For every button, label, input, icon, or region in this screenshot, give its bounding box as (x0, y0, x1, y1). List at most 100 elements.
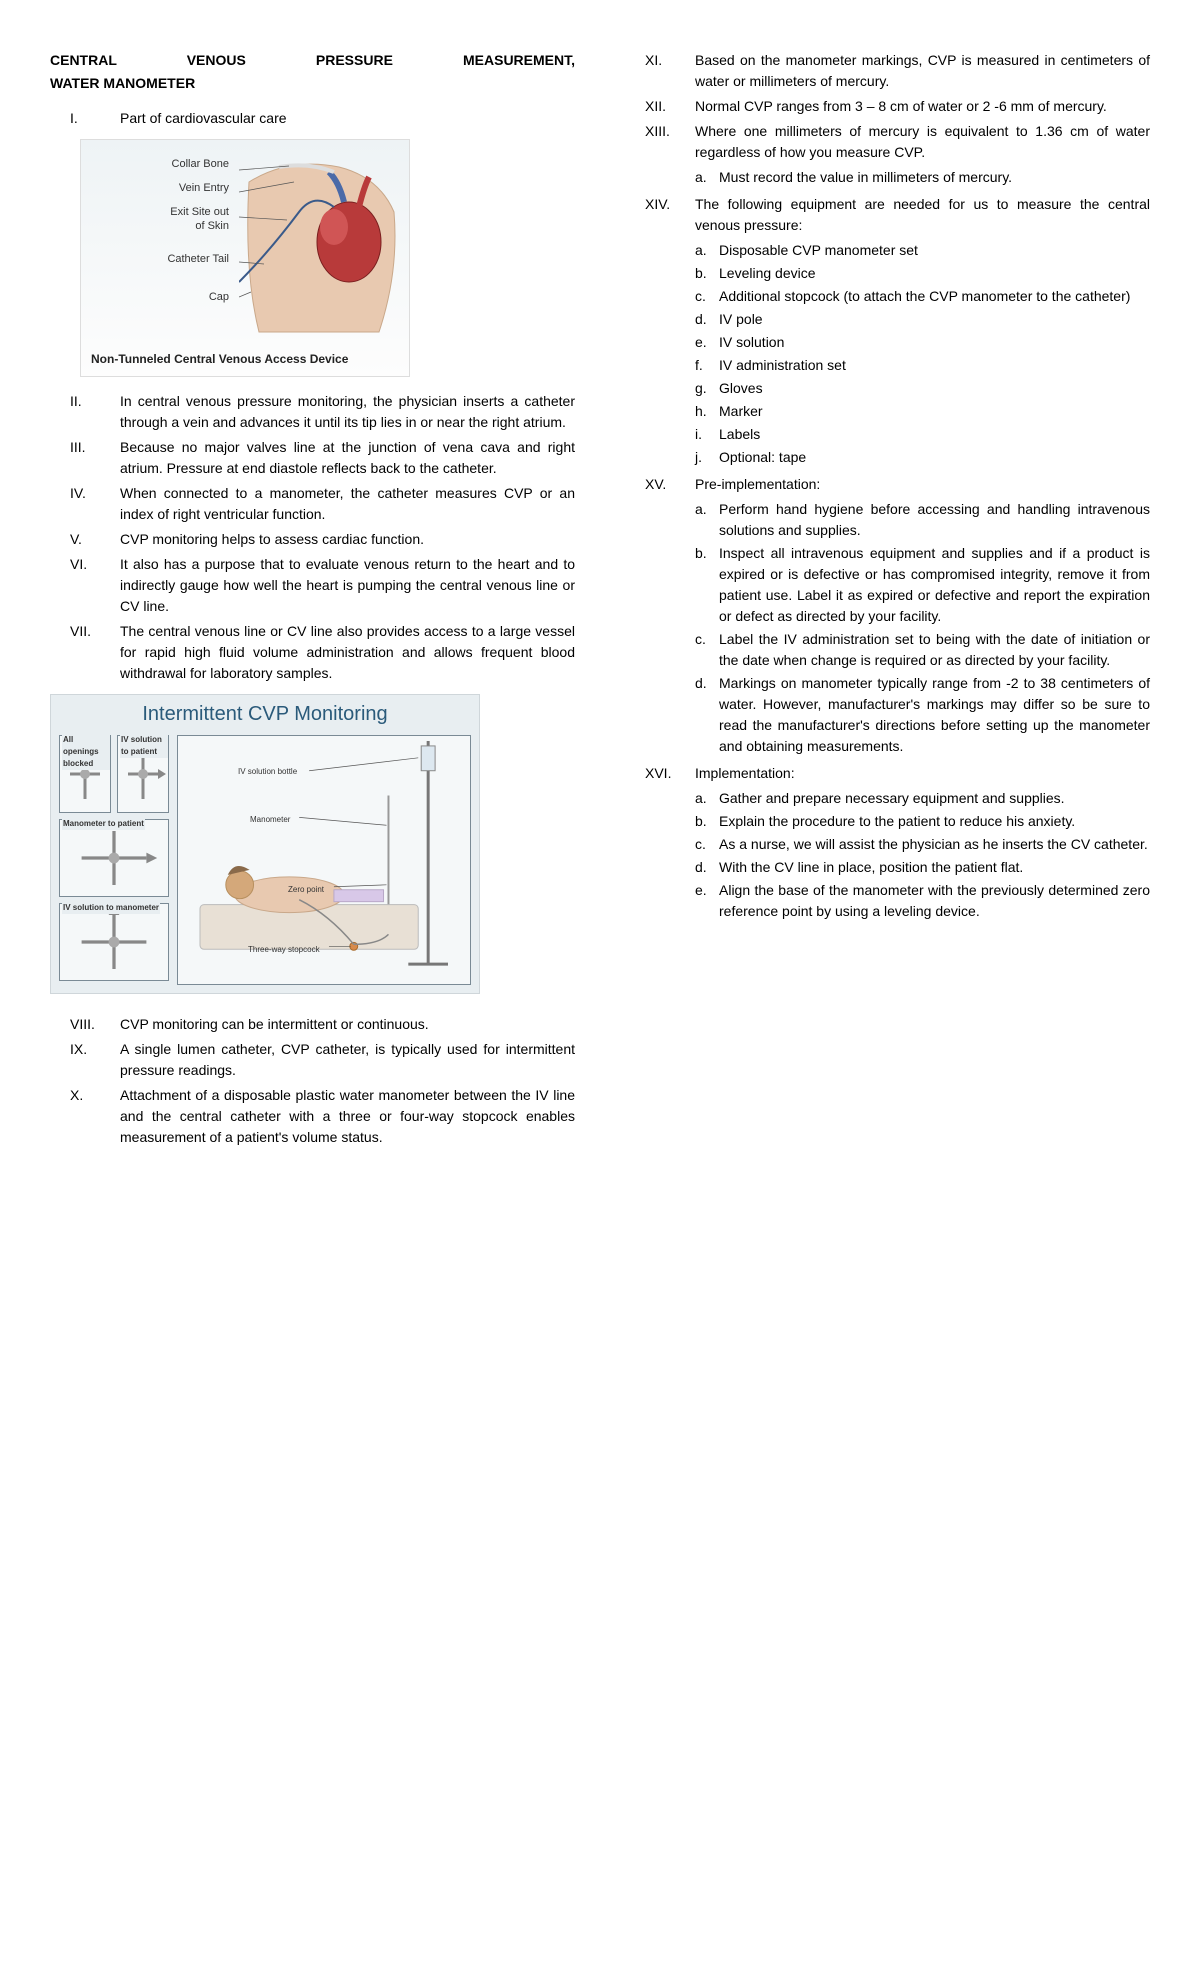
alpha-marker: j. (695, 447, 719, 468)
item-text: The central venous line or CV line also … (110, 621, 575, 684)
sub-list: a.Disposable CVP manometer setb.Leveling… (695, 240, 1150, 468)
sub-list-item: b.Explain the procedure to the patient t… (695, 811, 1150, 832)
page-columns: CENTRAL VENOUS PRESSURE MEASUREMENT, WAT… (50, 50, 1150, 1152)
alpha-marker: a. (695, 240, 719, 261)
roman-marker: IV. (50, 483, 110, 525)
sub-item-text: IV pole (719, 309, 1150, 330)
fig2-panel-label: IV solution to patient (120, 734, 168, 758)
fig2-main-label: IV solution bottle (238, 766, 297, 778)
sub-list-item: d.IV pole (695, 309, 1150, 330)
roman-marker: II. (50, 391, 110, 433)
roman-marker: XV. (625, 474, 685, 759)
list-item: I. Part of cardiovascular care (50, 108, 575, 129)
roman-marker: VIII. (50, 1014, 110, 1035)
item-text: Normal CVP ranges from 3 – 8 cm of water… (695, 96, 1150, 117)
figure1-labels: Collar Bone Vein Entry Exit Site outof S… (91, 152, 229, 342)
sub-list-item: a.Must record the value in millimeters o… (695, 167, 1150, 188)
sub-item-text: Gather and prepare necessary equipment a… (719, 788, 1150, 809)
left-list-bottom: VIII.CVP monitoring can be intermittent … (50, 1014, 575, 1148)
sub-list-item: c.As a nurse, we will assist the physici… (695, 834, 1150, 855)
sub-list-item: d.Markings on manometer typically range … (695, 673, 1150, 757)
list-item: II.In central venous pressure monitoring… (50, 391, 575, 433)
list-item: V.CVP monitoring helps to assess cardiac… (50, 529, 575, 550)
sub-item-text: Must record the value in millimeters of … (719, 167, 1150, 188)
list-item: IX.A single lumen catheter, CVP catheter… (50, 1039, 575, 1081)
alpha-marker: b. (695, 263, 719, 284)
sub-list-item: a.Gather and prepare necessary equipment… (695, 788, 1150, 809)
alpha-marker: b. (695, 811, 719, 832)
fig2-main-label: Manometer (250, 814, 290, 826)
list-item: XI.Based on the manometer markings, CVP … (625, 50, 1150, 92)
sub-item-text: Label the IV administration set to being… (719, 629, 1150, 671)
sub-item-text: Align the base of the manometer with the… (719, 880, 1150, 922)
sub-item-text: Markings on manometer typically range fr… (719, 673, 1150, 757)
item-content: Based on the manometer markings, CVP is … (685, 50, 1150, 92)
sub-list: a.Must record the value in millimeters o… (695, 167, 1150, 188)
figure1-caption: Non-Tunneled Central Venous Access Devic… (91, 350, 399, 368)
roman-marker: XVI. (625, 763, 685, 924)
figure1-illustration (239, 152, 399, 342)
sub-list-item: f.IV administration set (695, 355, 1150, 376)
roman-marker: X. (50, 1085, 110, 1148)
sub-list-item: d.With the CV line in place, position th… (695, 857, 1150, 878)
item-content: Where one millimeters of mercury is equi… (685, 121, 1150, 190)
left-list-mid: II.In central venous pressure monitoring… (50, 391, 575, 684)
alpha-marker: c. (695, 834, 719, 855)
list-item: XVI. Implementation: a.Gather and prepare … (625, 763, 1150, 924)
roman-marker: VII. (50, 621, 110, 684)
item-text: CVP monitoring can be intermittent or co… (110, 1014, 575, 1035)
fig2-panel-label: Manometer to patient (62, 818, 145, 830)
item-text: Pre-implementation: (695, 474, 1150, 495)
sub-list: a.Gather and prepare necessary equipment… (695, 788, 1150, 922)
roman-marker: IX. (50, 1039, 110, 1081)
list-item: XIII.Where one millimeters of mercury is… (625, 121, 1150, 190)
roman-marker: XIV. (625, 194, 685, 470)
figure2-side-panels: All openings blocked IV solution to pati… (59, 735, 169, 985)
list-item: VII.The central venous line or CV line a… (50, 621, 575, 684)
sub-list-item: i.Labels (695, 424, 1150, 445)
sub-list-item: e.IV solution (695, 332, 1150, 353)
list-item: VI.It also has a purpose that to evaluat… (50, 554, 575, 617)
left-list-top: I. Part of cardiovascular care (50, 108, 575, 129)
alpha-marker: b. (695, 543, 719, 627)
fig2-panel: All openings blocked (59, 735, 111, 813)
sub-item-text: Perform hand hygiene before accessing an… (719, 499, 1150, 541)
list-item: VIII.CVP monitoring can be intermittent … (50, 1014, 575, 1035)
sub-list-item: h.Marker (695, 401, 1150, 422)
sub-list-item: b.Leveling device (695, 263, 1150, 284)
page-title-line1: CENTRAL VENOUS PRESSURE MEASUREMENT, (50, 50, 575, 71)
list-item: X.Attachment of a disposable plastic wat… (50, 1085, 575, 1148)
alpha-marker: e. (695, 332, 719, 353)
fig2-panel: Manometer to patient (59, 819, 169, 897)
list-item: IV.When connected to a manometer, the ca… (50, 483, 575, 525)
sub-item-text: IV administration set (719, 355, 1150, 376)
sub-item-text: Leveling device (719, 263, 1150, 284)
sub-item-text: As a nurse, we will assist the physician… (719, 834, 1150, 855)
right-column: XI.Based on the manometer markings, CVP … (625, 50, 1150, 1152)
sub-list-item: g.Gloves (695, 378, 1150, 399)
fig1-label: Vein Entry (91, 176, 229, 200)
item-text: Based on the manometer markings, CVP is … (695, 50, 1150, 92)
sub-list-item: a.Perform hand hygiene before accessing … (695, 499, 1150, 541)
sub-item-text: Inspect all intravenous equipment and su… (719, 543, 1150, 627)
alpha-marker: e. (695, 880, 719, 922)
sub-item-text: Labels (719, 424, 1150, 445)
list-item: III.Because no major valves line at the … (50, 437, 575, 479)
sub-item-text: IV solution (719, 332, 1150, 353)
fig1-label: Collar Bone (91, 152, 229, 176)
sub-list-item: c.Label the IV administration set to bei… (695, 629, 1150, 671)
item-content: Normal CVP ranges from 3 – 8 cm of water… (685, 96, 1150, 117)
item-text: Implementation: (695, 763, 1150, 784)
item-text: Attachment of a disposable plastic water… (110, 1085, 575, 1148)
item-text: CVP monitoring helps to assess cardiac f… (110, 529, 575, 550)
item-content: The following equipment are needed for u… (685, 194, 1150, 470)
sub-item-text: Explain the procedure to the patient to … (719, 811, 1150, 832)
figure-intermittent-cvp: Intermittent CVP Monitoring All openings… (50, 694, 480, 994)
figure-cv-access-device: Collar Bone Vein Entry Exit Site outof S… (80, 139, 410, 377)
alpha-marker: c. (695, 629, 719, 671)
alpha-marker: a. (695, 788, 719, 809)
roman-marker: XI. (625, 50, 685, 92)
page-title-line2: WATER MANOMETER (50, 73, 575, 94)
item-text: In central venous pressure monitoring, t… (110, 391, 575, 433)
alpha-marker: d. (695, 673, 719, 757)
